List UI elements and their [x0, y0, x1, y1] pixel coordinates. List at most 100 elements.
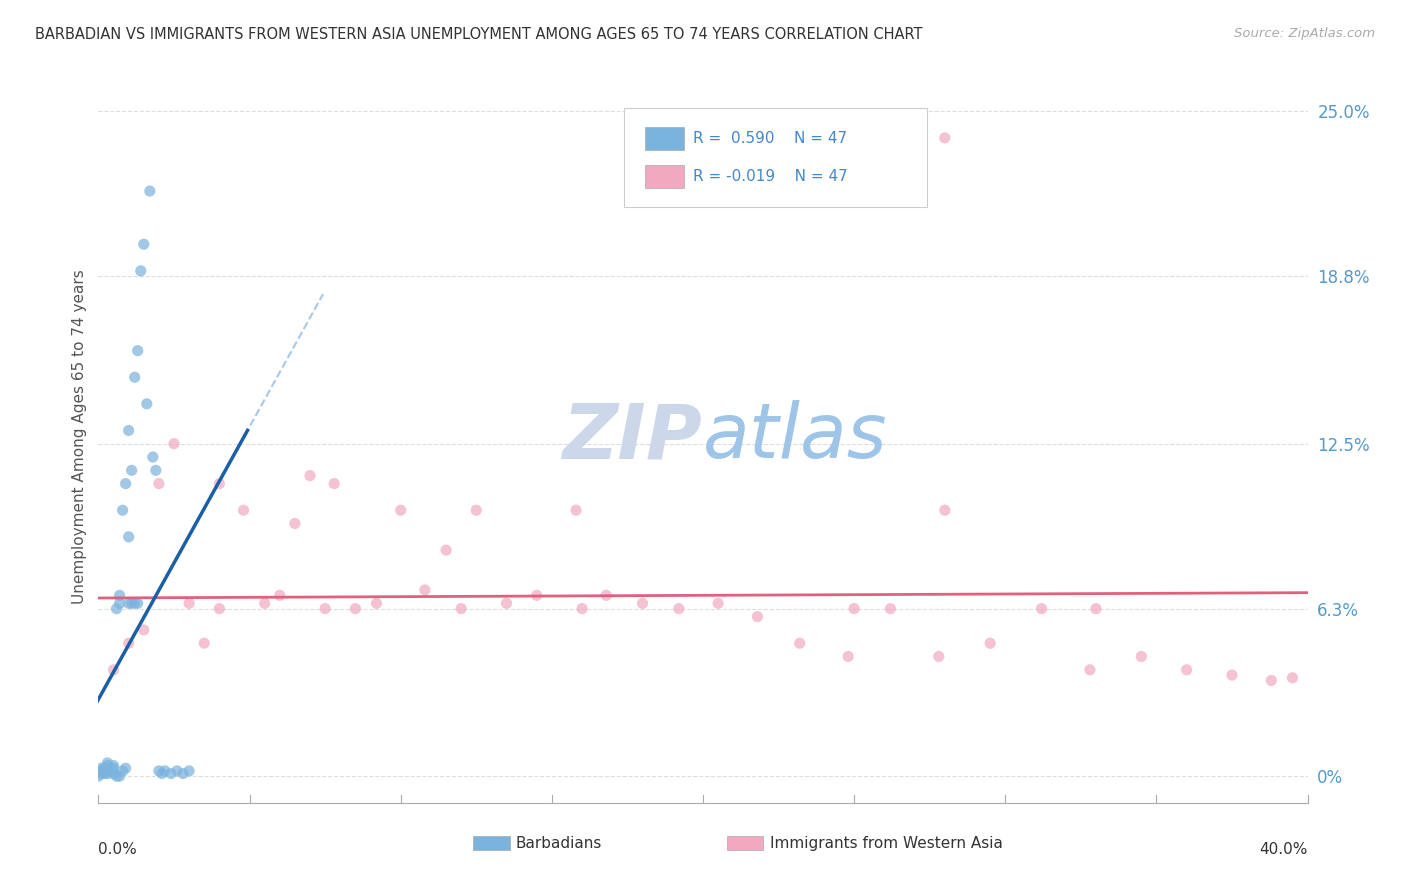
Point — [208, 601, 231, 615]
Text: Barbadians: Barbadians — [516, 836, 602, 851]
Point — [103, 663, 125, 677]
Point — [166, 764, 188, 778]
Point — [631, 596, 654, 610]
Bar — [645, 127, 683, 151]
Point — [121, 463, 143, 477]
Point — [344, 601, 367, 615]
Point — [114, 761, 136, 775]
Point — [96, 764, 118, 778]
Point — [1085, 601, 1108, 615]
Point — [96, 758, 118, 772]
Point — [879, 601, 901, 615]
Point — [366, 596, 388, 610]
Bar — [474, 836, 509, 850]
Point — [789, 636, 811, 650]
Point — [108, 769, 131, 783]
Point — [1130, 649, 1153, 664]
Y-axis label: Unemployment Among Ages 65 to 74 years: Unemployment Among Ages 65 to 74 years — [72, 269, 87, 605]
Point — [118, 530, 141, 544]
Point — [96, 766, 118, 780]
Point — [127, 596, 149, 610]
Point — [450, 601, 472, 615]
Point — [232, 503, 254, 517]
Point — [111, 503, 134, 517]
Point — [105, 769, 128, 783]
Point — [108, 596, 131, 610]
Point — [179, 596, 201, 610]
Point — [565, 503, 588, 517]
Point — [979, 636, 1001, 650]
Point — [93, 761, 115, 775]
Point — [668, 601, 690, 615]
Point — [389, 503, 412, 517]
FancyBboxPatch shape — [624, 108, 927, 207]
Point — [103, 766, 125, 780]
Point — [299, 468, 322, 483]
Point — [121, 596, 143, 610]
Point — [934, 131, 956, 145]
Point — [118, 596, 141, 610]
Point — [844, 601, 866, 615]
Point — [93, 766, 115, 780]
Text: ZIP: ZIP — [564, 401, 703, 474]
Point — [526, 588, 548, 602]
Point — [124, 596, 146, 610]
Point — [172, 766, 194, 780]
Text: Source: ZipAtlas.com: Source: ZipAtlas.com — [1234, 27, 1375, 40]
Point — [100, 761, 122, 775]
Point — [139, 184, 162, 198]
Point — [124, 370, 146, 384]
Text: Immigrants from Western Asia: Immigrants from Western Asia — [769, 836, 1002, 851]
Point — [148, 764, 170, 778]
Point — [1031, 601, 1053, 615]
Text: R = -0.019    N = 47: R = -0.019 N = 47 — [693, 169, 848, 184]
Point — [103, 761, 125, 775]
Text: BARBADIAN VS IMMIGRANTS FROM WESTERN ASIA UNEMPLOYMENT AMONG AGES 65 TO 74 YEARS: BARBADIAN VS IMMIGRANTS FROM WESTERN ASI… — [35, 27, 922, 42]
Point — [928, 649, 950, 664]
Point — [163, 436, 186, 450]
Point — [150, 766, 173, 780]
Point — [193, 636, 215, 650]
Point — [179, 764, 201, 778]
Point — [323, 476, 346, 491]
Point — [105, 601, 128, 615]
Text: atlas: atlas — [703, 401, 887, 474]
Point — [208, 476, 231, 491]
Point — [114, 476, 136, 491]
Point — [103, 758, 125, 772]
Point — [269, 588, 291, 602]
Point — [111, 764, 134, 778]
Point — [1220, 668, 1243, 682]
Point — [934, 503, 956, 517]
Point — [135, 397, 157, 411]
Point — [434, 543, 457, 558]
Point — [145, 463, 167, 477]
Point — [1260, 673, 1282, 688]
Point — [837, 649, 859, 664]
Bar — [727, 836, 763, 850]
Text: 0.0%: 0.0% — [98, 842, 138, 856]
Point — [148, 476, 170, 491]
Point — [707, 596, 730, 610]
Point — [153, 764, 176, 778]
Point — [118, 636, 141, 650]
Point — [1281, 671, 1303, 685]
Point — [495, 596, 517, 610]
Point — [90, 766, 112, 780]
Point — [1175, 663, 1198, 677]
Point — [314, 601, 336, 615]
Point — [747, 609, 769, 624]
Point — [100, 764, 122, 778]
Point — [129, 264, 152, 278]
Point — [1078, 663, 1101, 677]
Point — [90, 764, 112, 778]
Point — [132, 623, 155, 637]
Point — [284, 516, 307, 531]
Point — [571, 601, 593, 615]
Point — [87, 769, 110, 783]
Bar — [645, 165, 683, 188]
Text: 40.0%: 40.0% — [1260, 842, 1308, 856]
Point — [253, 596, 276, 610]
Point — [108, 588, 131, 602]
Point — [96, 756, 118, 770]
